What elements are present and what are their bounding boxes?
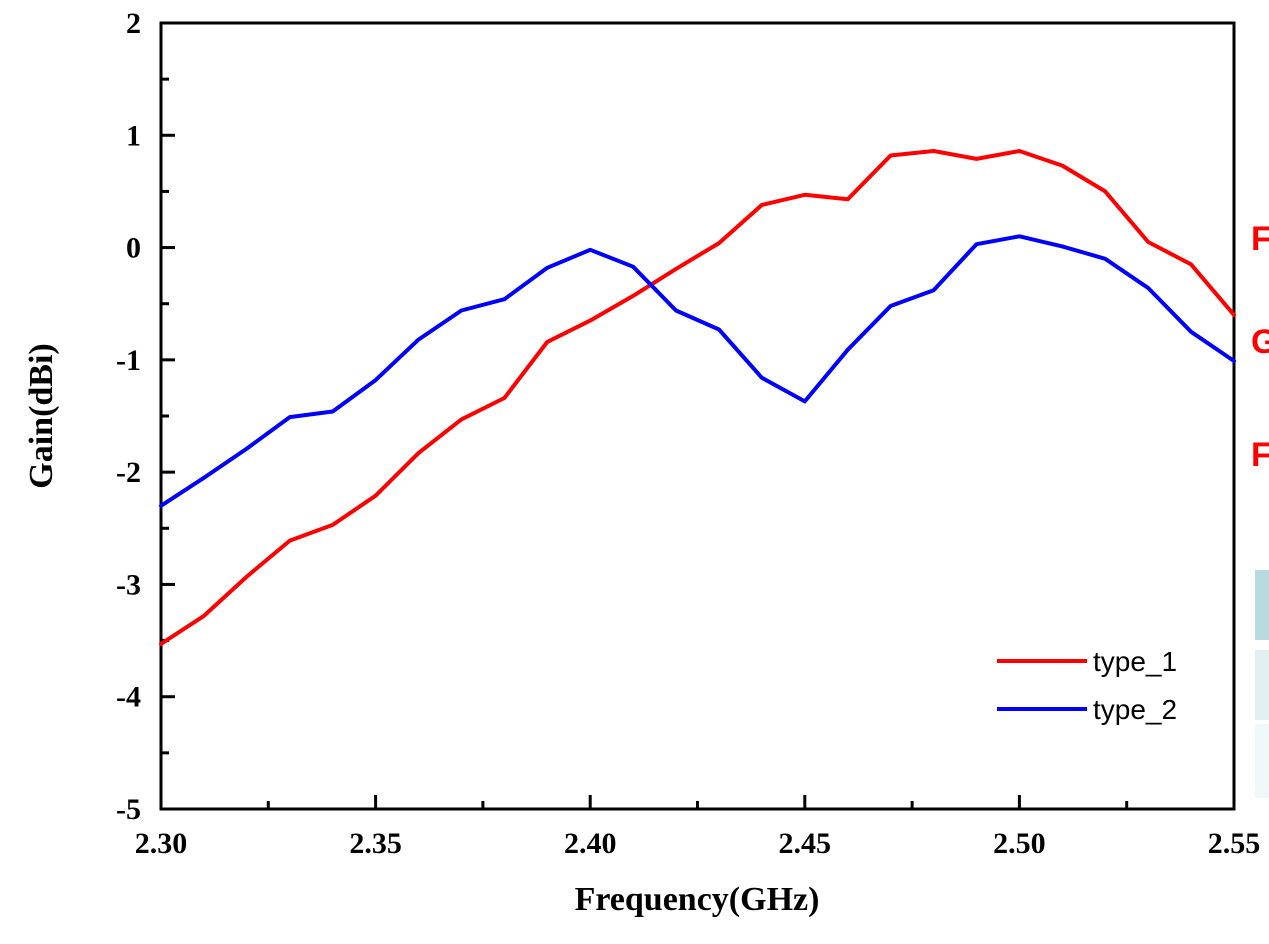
- y-tick-label: 2: [126, 7, 141, 40]
- y-tick-label: -2: [116, 456, 141, 489]
- x-tick-labels: 2.30 2.35 2.40 2.45 2.50 2.55: [135, 827, 1261, 860]
- legend: type_1 type_2: [997, 646, 1177, 725]
- series-lines: [159, 149, 1236, 646]
- y-tick-label: 0: [126, 232, 141, 265]
- side-table-fragment: [1255, 570, 1269, 798]
- plot-frame: [159, 21, 1236, 811]
- y-tick-label: 1: [126, 119, 141, 152]
- side-fragment-1: F: [1251, 220, 1269, 258]
- y-tick-label: -1: [116, 344, 141, 377]
- x-tick-label: 2.30: [135, 827, 188, 860]
- y-tick-label: -5: [116, 793, 141, 826]
- x-tick-label: 2.40: [564, 827, 617, 860]
- side-fragments: F G F: [1251, 220, 1269, 474]
- axis-ticks: [159, 21, 1236, 811]
- y-tick-label: -4: [116, 681, 141, 714]
- x-tick-label: 2.55: [1208, 827, 1261, 860]
- series-line-type-2: [159, 234, 1236, 508]
- side-fragment-2: G: [1251, 323, 1269, 361]
- legend-label-type-2: type_2: [1093, 694, 1177, 725]
- legend-label-type-1: type_1: [1093, 646, 1177, 677]
- x-tick-label: 2.45: [779, 827, 832, 860]
- series-line-type-1: [159, 149, 1236, 646]
- x-tick-label: 2.35: [349, 827, 402, 860]
- x-axis-title: Frequency(GHz): [575, 881, 820, 918]
- side-table-header: [1255, 570, 1269, 640]
- y-tick-labels: 2 1 0 -1 -2 -3 -4 -5: [116, 7, 141, 826]
- side-table-row-2: [1255, 724, 1269, 798]
- side-table-row-1: [1255, 650, 1269, 720]
- x-tick-label: 2.50: [993, 827, 1046, 860]
- y-axis-title: Gain(dBi): [23, 343, 60, 488]
- y-tick-label: -3: [116, 568, 141, 601]
- side-fragment-3: F: [1251, 436, 1269, 474]
